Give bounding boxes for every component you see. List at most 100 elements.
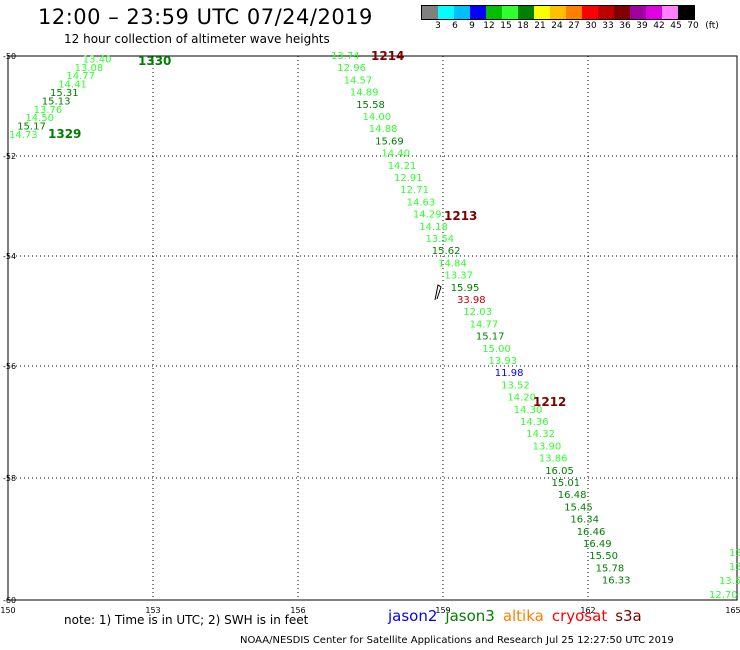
track2-swh-value: 16.05 xyxy=(545,466,574,477)
longitude-tick-label: 162 xyxy=(580,606,595,615)
satellite-tracks: 14.7315.1714.5013.7615.1315.3114.4114.77… xyxy=(9,49,740,601)
track1-swh-value: 14.77 xyxy=(66,71,95,82)
satellite-name: jason2 xyxy=(388,607,438,625)
legend-label: 18 xyxy=(517,21,529,31)
legend-swatches xyxy=(421,5,695,20)
legend-label: 3 xyxy=(435,21,441,31)
track2-hour-label: 1212 xyxy=(533,395,566,409)
track2-swh-value: 14.29 xyxy=(413,210,442,221)
legend-swatch xyxy=(614,6,630,19)
track2-swh-value: 13.52 xyxy=(501,380,530,391)
track3-swh-value: 13.5 xyxy=(719,576,740,587)
legend-swatch xyxy=(422,6,438,19)
track2-swh-value: 16.46 xyxy=(577,527,606,538)
track3-swh-value: 13. xyxy=(729,548,740,559)
track2-swh-value: 14.21 xyxy=(388,161,417,172)
legend-swatch xyxy=(502,6,518,19)
page-title: 12:00 – 23:59 UTC 07/24/2019 xyxy=(38,5,373,29)
latitude-tick-label: -58 xyxy=(3,474,16,483)
satellite-name: altika xyxy=(502,607,544,625)
track2-swh-value: 15.01 xyxy=(552,478,581,489)
track1-swh-value: 13.40 xyxy=(83,54,112,65)
track1-swh-value: 14.73 xyxy=(9,130,38,141)
longitude-tick-label: 165 xyxy=(725,606,740,615)
map-ticks: 150 153 156 159 162 165 -50 -52 -54 -56 -58 -60 xyxy=(0,52,740,615)
legend-label: 21 xyxy=(534,21,546,31)
track2-swh-value: 14.89 xyxy=(350,88,379,99)
legend-label: 6 xyxy=(452,21,458,31)
satellite-legend: jason2 jason3 altika cryosat s3a xyxy=(388,607,650,625)
track2-anomaly-marker xyxy=(434,284,442,301)
latitude-tick-label: -60 xyxy=(3,596,16,605)
track2-swh-value: 14.40 xyxy=(381,149,410,160)
track2-swh-value: 12.91 xyxy=(394,173,423,184)
track2-swh-value: 15.58 xyxy=(356,100,385,111)
legend-labels: 3 6 9 12 15 18 21 24 27 30 33 36 39 42 45 70 (ft) xyxy=(421,20,719,34)
track2-swh-value: 14.30 xyxy=(514,405,543,416)
track2-swh-value: 13.90 xyxy=(533,441,562,452)
legend-swatch xyxy=(566,6,582,19)
longitude-tick-label: 150 xyxy=(0,606,15,615)
legend-swatch xyxy=(678,6,694,19)
longitude-tick-label: 156 xyxy=(290,606,305,615)
track2-swh-value: 15.50 xyxy=(589,551,618,562)
map-frame xyxy=(7,55,738,601)
track3-swh-value: 13. xyxy=(729,562,740,573)
track2-hour-label: 1214 xyxy=(371,49,404,63)
track2-swh-value: 14.32 xyxy=(526,429,555,440)
legend-label: 42 xyxy=(653,21,665,31)
map-grid xyxy=(7,55,738,601)
track2-swh-value: 13.37 xyxy=(444,271,473,282)
track3-swh-value: 12.70 xyxy=(709,590,738,601)
page-subtitle: 12 hour collection of altimeter wave hei… xyxy=(64,32,330,46)
track2-swh-value: 13.93 xyxy=(489,356,518,367)
legend-swatch xyxy=(662,6,678,19)
legend-swatch xyxy=(630,6,646,19)
track2-swh-value: 14.18 xyxy=(419,222,448,233)
track2-swh-value: 16.34 xyxy=(570,515,599,526)
legend-label: 9 xyxy=(469,21,475,31)
track2-swh-value: 12.96 xyxy=(337,63,366,74)
legend-label: 27 xyxy=(568,21,580,31)
track2-swh-value: 15.00 xyxy=(482,344,511,355)
track2-swh-value: 14.84 xyxy=(438,258,467,269)
track1-swh-value: 15.31 xyxy=(50,88,79,99)
legend-label: 33 xyxy=(602,21,614,31)
track2-swh-value: 33.98 xyxy=(457,295,486,306)
track2-swh-value: 13.54 xyxy=(426,234,455,245)
latitude-tick-label: -50 xyxy=(3,52,16,61)
track2-swh-value: 12.03 xyxy=(463,307,492,318)
legend-label: 30 xyxy=(585,21,597,31)
track2-swh-value: 14.00 xyxy=(363,112,392,123)
track1-swh-value: 15.17 xyxy=(17,122,46,133)
legend-label: 15 xyxy=(500,21,512,31)
legend-swatch xyxy=(598,6,614,19)
color-legend: 3 6 9 12 15 18 21 24 27 30 33 36 39 42 45 70 (ft) xyxy=(421,5,719,34)
track2-swh-value: 14.20 xyxy=(507,393,536,404)
legend-swatch xyxy=(646,6,662,19)
legend-label: 45 xyxy=(670,21,682,31)
track2-swh-value: 15.69 xyxy=(375,136,404,147)
legend-swatch xyxy=(454,6,470,19)
track2-swh-value: 14.57 xyxy=(344,75,373,86)
footer-credit: NOAA/NESDIS Center for Satellite Applica… xyxy=(240,635,674,646)
satellite-name: cryosat xyxy=(551,607,608,625)
legend-swatch xyxy=(518,6,534,19)
track1-end-time: 1330 xyxy=(138,54,171,68)
track2-swh-value: 16.49 xyxy=(583,539,612,550)
track2-swh-value: 11.98 xyxy=(495,368,524,379)
legend-label: 12 xyxy=(483,21,495,31)
latitude-tick-label: -56 xyxy=(3,362,16,371)
track2-swh-value: 16.33 xyxy=(602,576,631,587)
legend-label: 39 xyxy=(636,21,648,31)
legend-swatch xyxy=(550,6,566,19)
track1-start-time: 1329 xyxy=(48,127,81,141)
track2-swh-value: 16.48 xyxy=(558,490,587,501)
legend-label: 70 xyxy=(687,21,699,31)
track2-swh-value: 15.78 xyxy=(596,563,625,574)
track2-swh-value: 15.45 xyxy=(564,502,593,513)
track1-swh-value: 15.13 xyxy=(42,96,71,107)
legend-swatch xyxy=(534,6,550,19)
latitude-tick-label: -54 xyxy=(3,252,16,261)
satellite-name: jason3 xyxy=(445,607,495,625)
